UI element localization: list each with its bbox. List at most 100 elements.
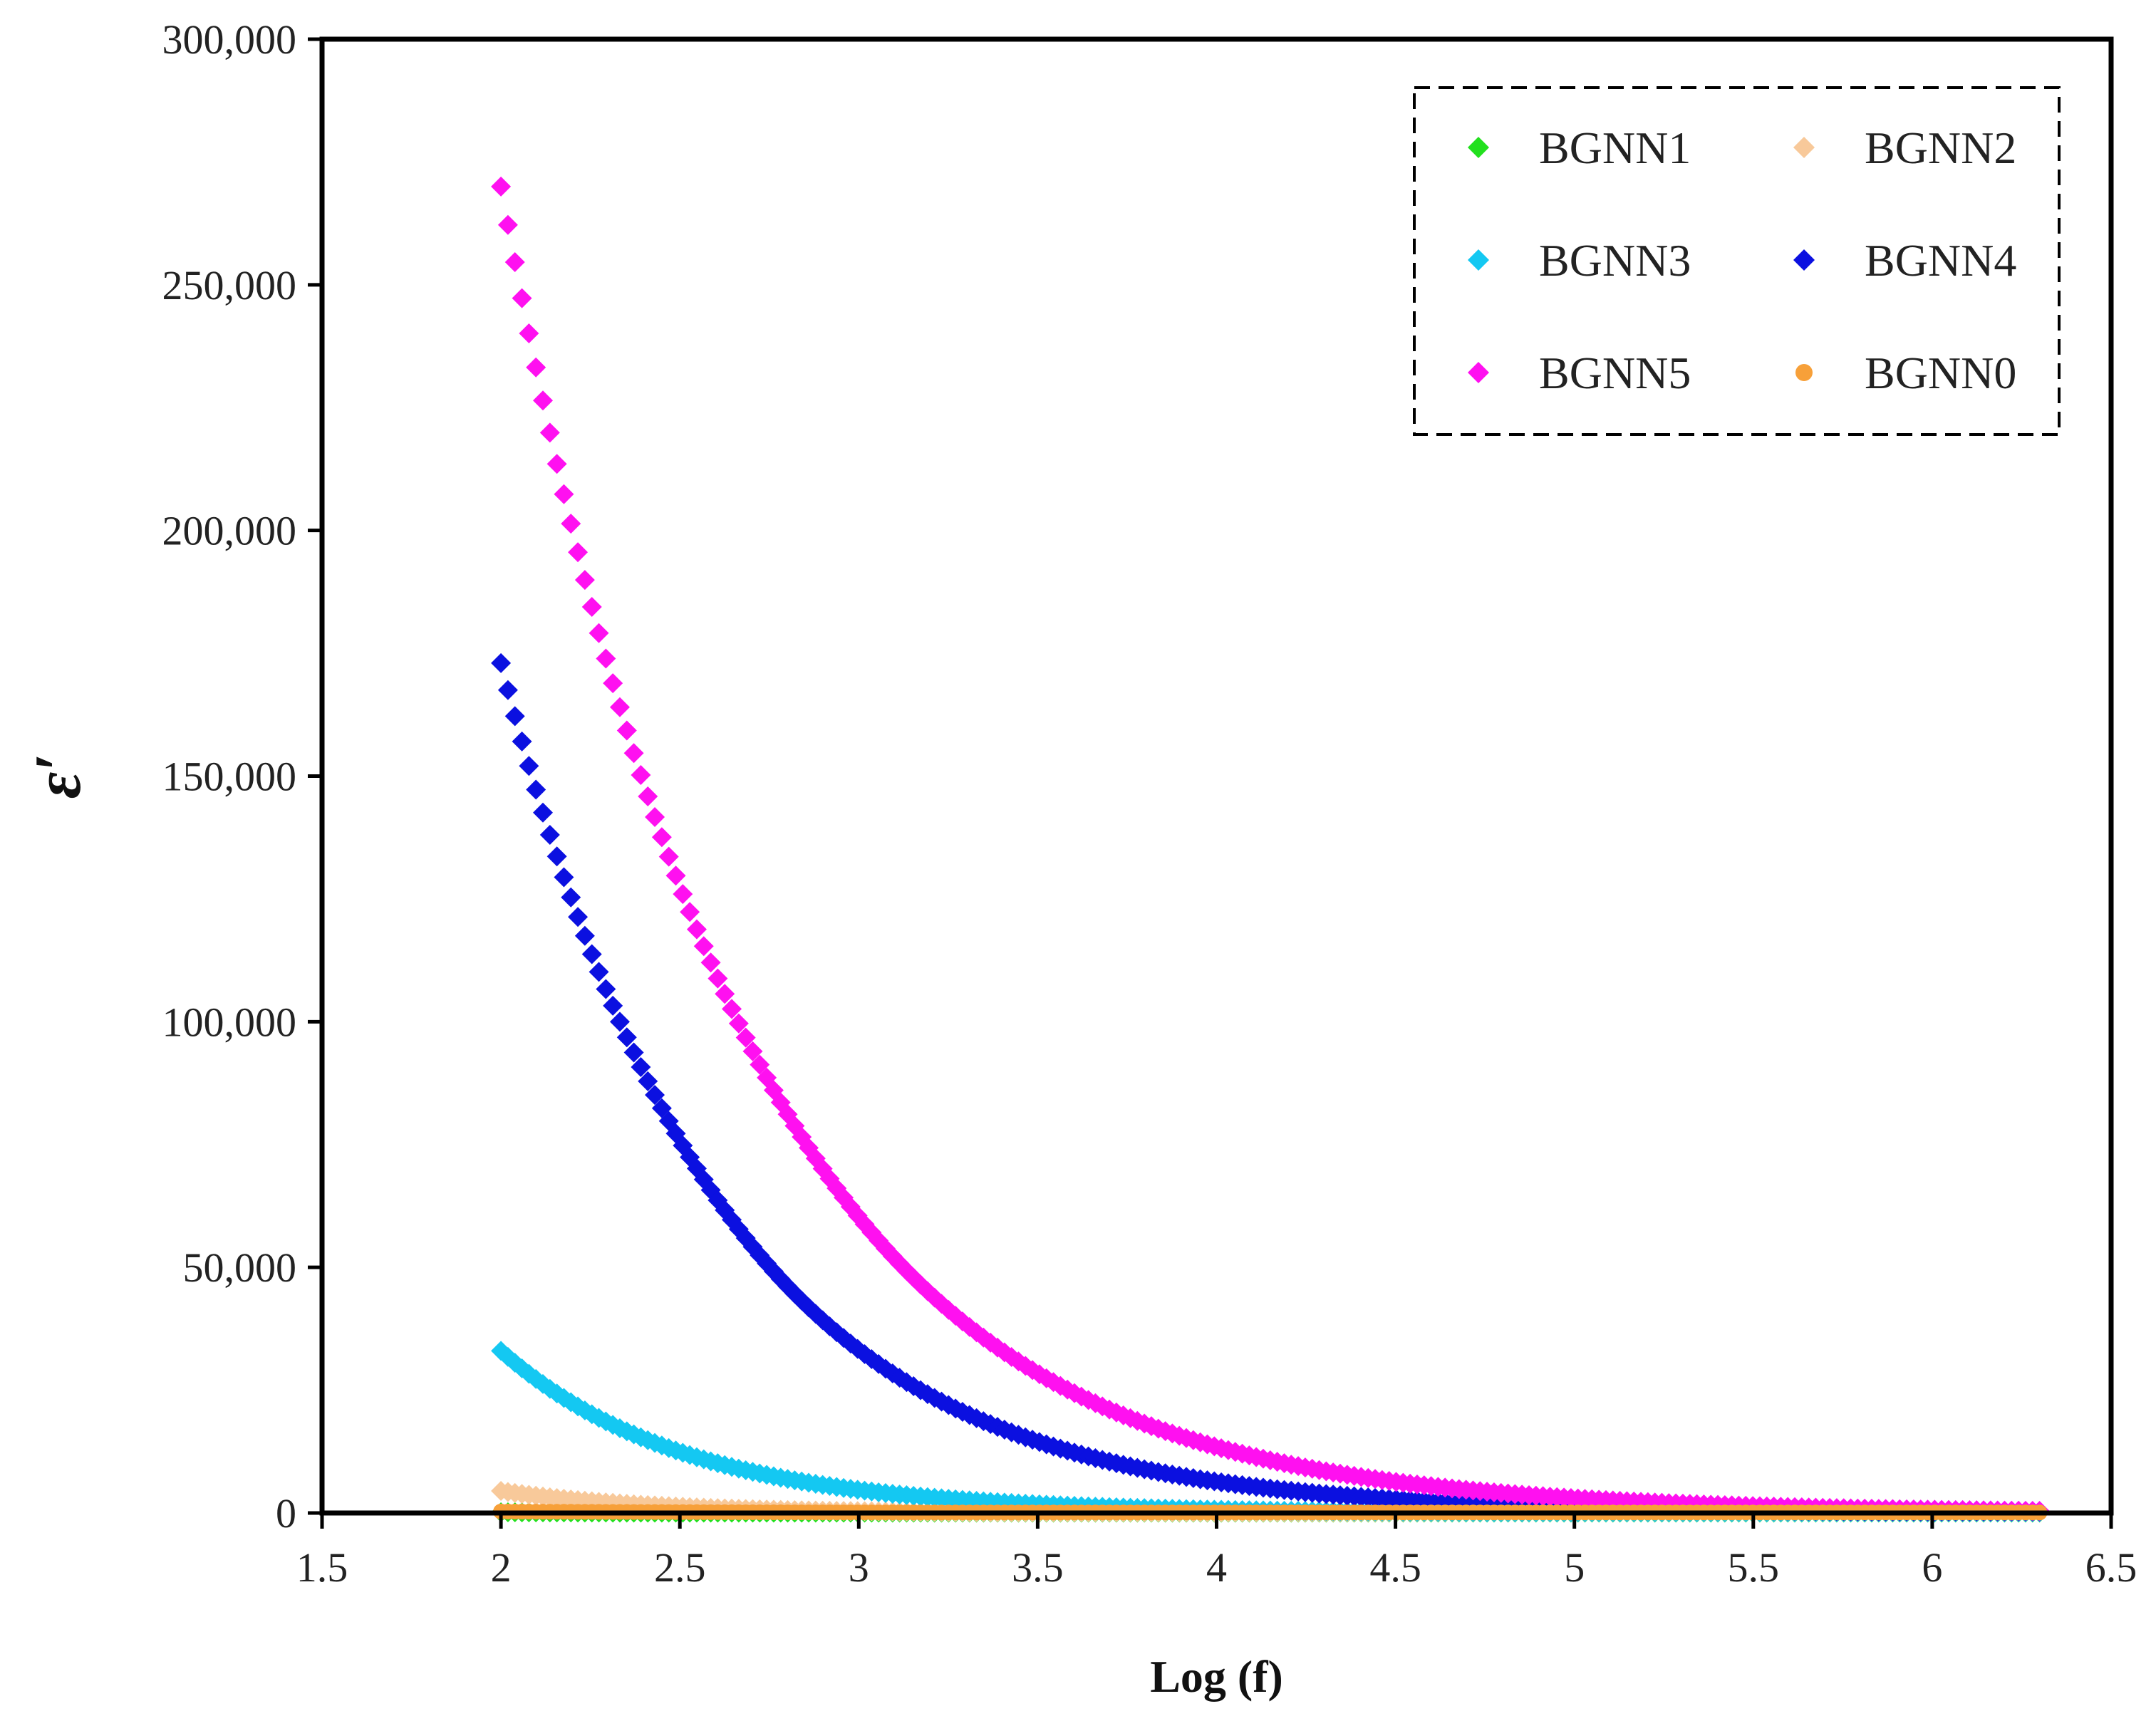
legend-item-bgnn0: BGNN0 (1795, 348, 2016, 398)
data-point-bgnn4 (539, 824, 560, 845)
data-point-bgnn4 (623, 1042, 644, 1063)
data-point-bgnn5 (609, 697, 630, 717)
data-point-bgnn5 (616, 720, 637, 741)
legend-marker-bgnn2 (1793, 137, 1815, 158)
y-tick-label: 300,000 (162, 16, 297, 63)
data-point-bgnn4 (491, 652, 512, 673)
legend-label: BGNN5 (1539, 348, 1691, 398)
legend-item-bgnn1: BGNN1 (1468, 123, 1691, 173)
legend-label: BGNN2 (1865, 123, 2016, 173)
data-point-bgnn5 (708, 968, 728, 989)
data-point-bgnn5 (645, 807, 665, 828)
y-tick-label: 200,000 (162, 508, 297, 554)
data-point-bgnn5 (735, 1027, 756, 1048)
data-point-bgnn4 (616, 1027, 637, 1048)
legend-label: BGNN3 (1539, 235, 1691, 286)
data-point-bgnn5 (728, 1013, 749, 1034)
data-point-bgnn5 (596, 648, 616, 669)
x-axis-title: Log (f) (1150, 1651, 1283, 1702)
x-tick-label: 2 (491, 1544, 512, 1591)
y-axis-ticks: 0 50,000 100,000 150,000 200,000 250,000 300,0… (162, 16, 322, 1537)
data-point-bgnn5 (651, 827, 672, 848)
legend-marker-bgnn4 (1793, 249, 1815, 271)
data-point-bgnn5 (491, 176, 512, 197)
y-tick-label: 50,000 (183, 1244, 297, 1291)
data-point-bgnn4 (504, 706, 525, 727)
data-point-bgnn4 (512, 731, 532, 752)
data-point-bgnn5 (693, 936, 714, 957)
data-point-bgnn4 (519, 756, 539, 776)
data-point-bgnn4 (554, 867, 574, 888)
legend-item-bgnn2: BGNN2 (1793, 123, 2016, 173)
data-point-bgnn4 (638, 1071, 658, 1091)
x-tick-label: 1.5 (296, 1544, 348, 1591)
data-point-bgnn5 (680, 902, 700, 922)
data-point-bgnn5 (532, 390, 553, 411)
legend-label: BGNN0 (1865, 348, 2016, 398)
data-point-bgnn5 (568, 542, 589, 563)
data-point-bgnn5 (742, 1041, 763, 1061)
legend-marker-bgnn1 (1468, 137, 1489, 158)
data-point-bgnn4 (546, 846, 567, 867)
x-tick-label: 3 (849, 1544, 869, 1591)
x-tick-label: 5 (1564, 1544, 1585, 1591)
y-axis-title: ε′ (21, 754, 94, 799)
x-tick-label: 3.5 (1012, 1544, 1064, 1591)
legend-marker-bgnn0 (1795, 364, 1813, 381)
legend-marker-bgnn5 (1468, 362, 1489, 383)
x-axis-ticks: 1.5 2 2.5 3 3.5 4 4.5 5 5.5 6 6.5 (296, 1513, 2137, 1591)
x-tick-label: 6 (1922, 1544, 1942, 1591)
data-point-bgnn5 (631, 765, 651, 786)
legend-frame (1413, 86, 2061, 436)
data-point-bgnn5 (561, 514, 581, 534)
data-point-bgnn5 (512, 288, 532, 308)
y-tick-label: 250,000 (162, 262, 297, 308)
data-point-bgnn5 (504, 251, 525, 272)
data-point-bgnn4 (589, 962, 609, 982)
legend: BGNN1 BGNN2 BGNN3 BGNN4 BGNN5 BGNN0 (1413, 86, 2061, 436)
data-point-bgnn4 (561, 887, 581, 908)
data-point-bgnn5 (638, 786, 658, 806)
data-point-bgnn5 (686, 919, 707, 940)
data-point-bgnn5 (539, 422, 560, 443)
data-point-bgnn5 (715, 984, 735, 1004)
data-point-bgnn5 (546, 454, 567, 474)
y-tick-label: 150,000 (162, 754, 297, 800)
data-point-bgnn4 (603, 995, 623, 1016)
data-point-bgnn5 (589, 623, 609, 643)
x-tick-label: 5.5 (1728, 1544, 1780, 1591)
data-point-bgnn5 (658, 846, 679, 867)
data-point-bgnn4 (526, 779, 546, 800)
data-point-bgnn5 (700, 952, 721, 973)
data-point-bgnn5 (673, 884, 693, 905)
y-tick-label: 0 (276, 1490, 296, 1537)
data-point-bgnn5 (526, 357, 546, 378)
legend-label: BGNN1 (1539, 123, 1691, 173)
data-point-bgnn4 (497, 680, 518, 700)
data-point-bgnn4 (574, 925, 595, 946)
data-point-bgnn5 (519, 323, 539, 343)
y-tick-label: 100,000 (162, 999, 297, 1045)
x-tick-label: 6.5 (2085, 1544, 2137, 1591)
data-point-bgnn5 (665, 865, 686, 886)
legend-label: BGNN4 (1865, 235, 2016, 286)
data-point-bgnn5 (497, 214, 518, 235)
data-point-bgnn5 (623, 743, 644, 764)
x-tick-label: 4.5 (1369, 1544, 1421, 1591)
data-point-bgnn5 (574, 570, 595, 591)
x-tick-label: 2.5 (654, 1544, 706, 1591)
legend-item-bgnn4: BGNN4 (1793, 235, 2016, 286)
data-point-bgnn5 (554, 484, 574, 504)
x-tick-label: 4 (1206, 1544, 1227, 1591)
legend-marker-bgnn3 (1468, 249, 1489, 271)
data-point-bgnn4 (581, 944, 602, 965)
data-point-bgnn4 (609, 1012, 630, 1032)
data-point-bgnn4 (596, 979, 616, 999)
data-point-bgnn4 (631, 1057, 651, 1078)
legend-item-bgnn5: BGNN5 (1468, 348, 1691, 398)
data-point-bgnn5 (603, 673, 623, 694)
data-point-bgnn4 (568, 907, 589, 927)
data-point-bgnn4 (532, 802, 553, 823)
